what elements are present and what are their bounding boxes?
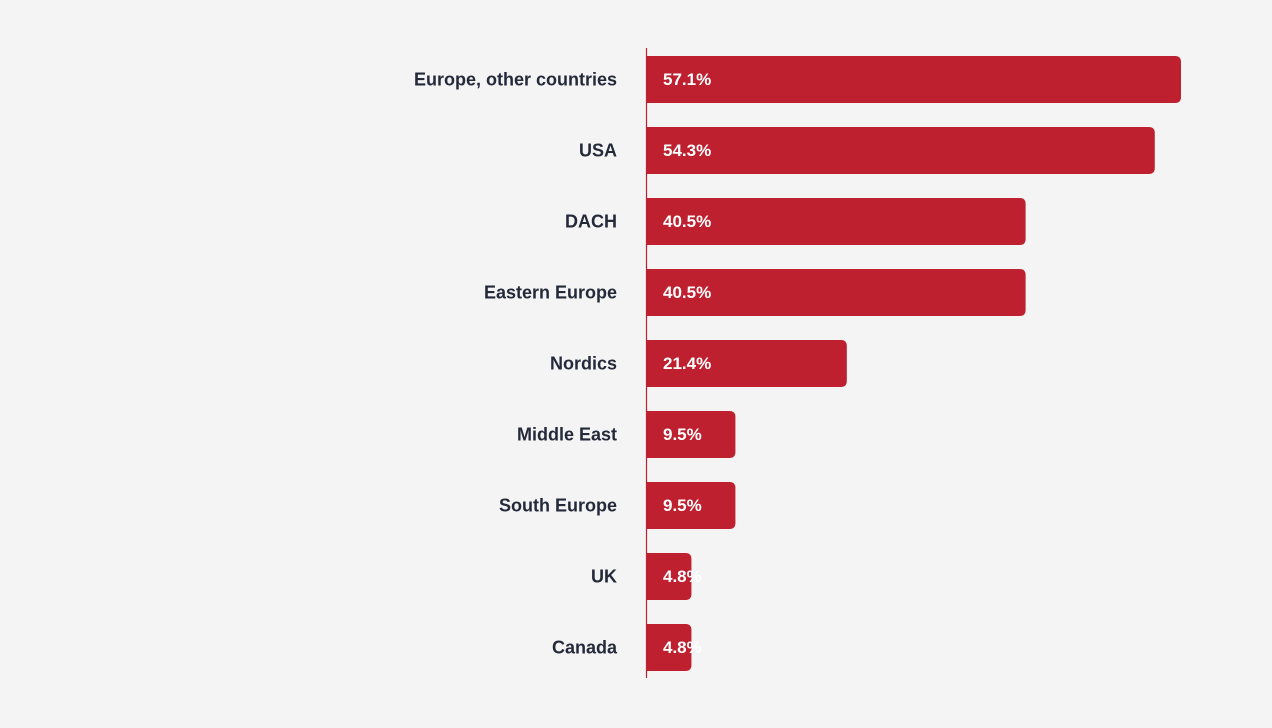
bar (646, 198, 1026, 245)
bar (646, 553, 692, 600)
category-label: Europe, other countries (414, 70, 617, 90)
bar (646, 56, 1181, 103)
bar (646, 269, 1026, 316)
bar (646, 127, 1155, 174)
value-label: 9.5% (663, 425, 702, 444)
category-label: Eastern Europe (484, 283, 617, 303)
category-label: Canada (552, 638, 618, 658)
category-label: Middle East (517, 425, 617, 445)
value-label: 57.1% (663, 70, 711, 89)
category-label: South Europe (499, 496, 617, 516)
category-label: UK (591, 567, 617, 587)
category-label: Nordics (550, 354, 617, 374)
bar (646, 482, 736, 529)
value-label: 4.8% (663, 638, 702, 657)
value-label: 54.3% (663, 141, 711, 160)
value-label: 21.4% (663, 354, 711, 373)
value-label: 40.5% (663, 212, 711, 231)
bar (646, 340, 847, 387)
category-label: DACH (565, 212, 617, 232)
category-label: USA (579, 141, 617, 161)
bar (646, 411, 736, 458)
value-label: 9.5% (663, 496, 702, 515)
value-label: 40.5% (663, 283, 711, 302)
bar (646, 624, 692, 671)
value-label: 4.8% (663, 567, 702, 586)
